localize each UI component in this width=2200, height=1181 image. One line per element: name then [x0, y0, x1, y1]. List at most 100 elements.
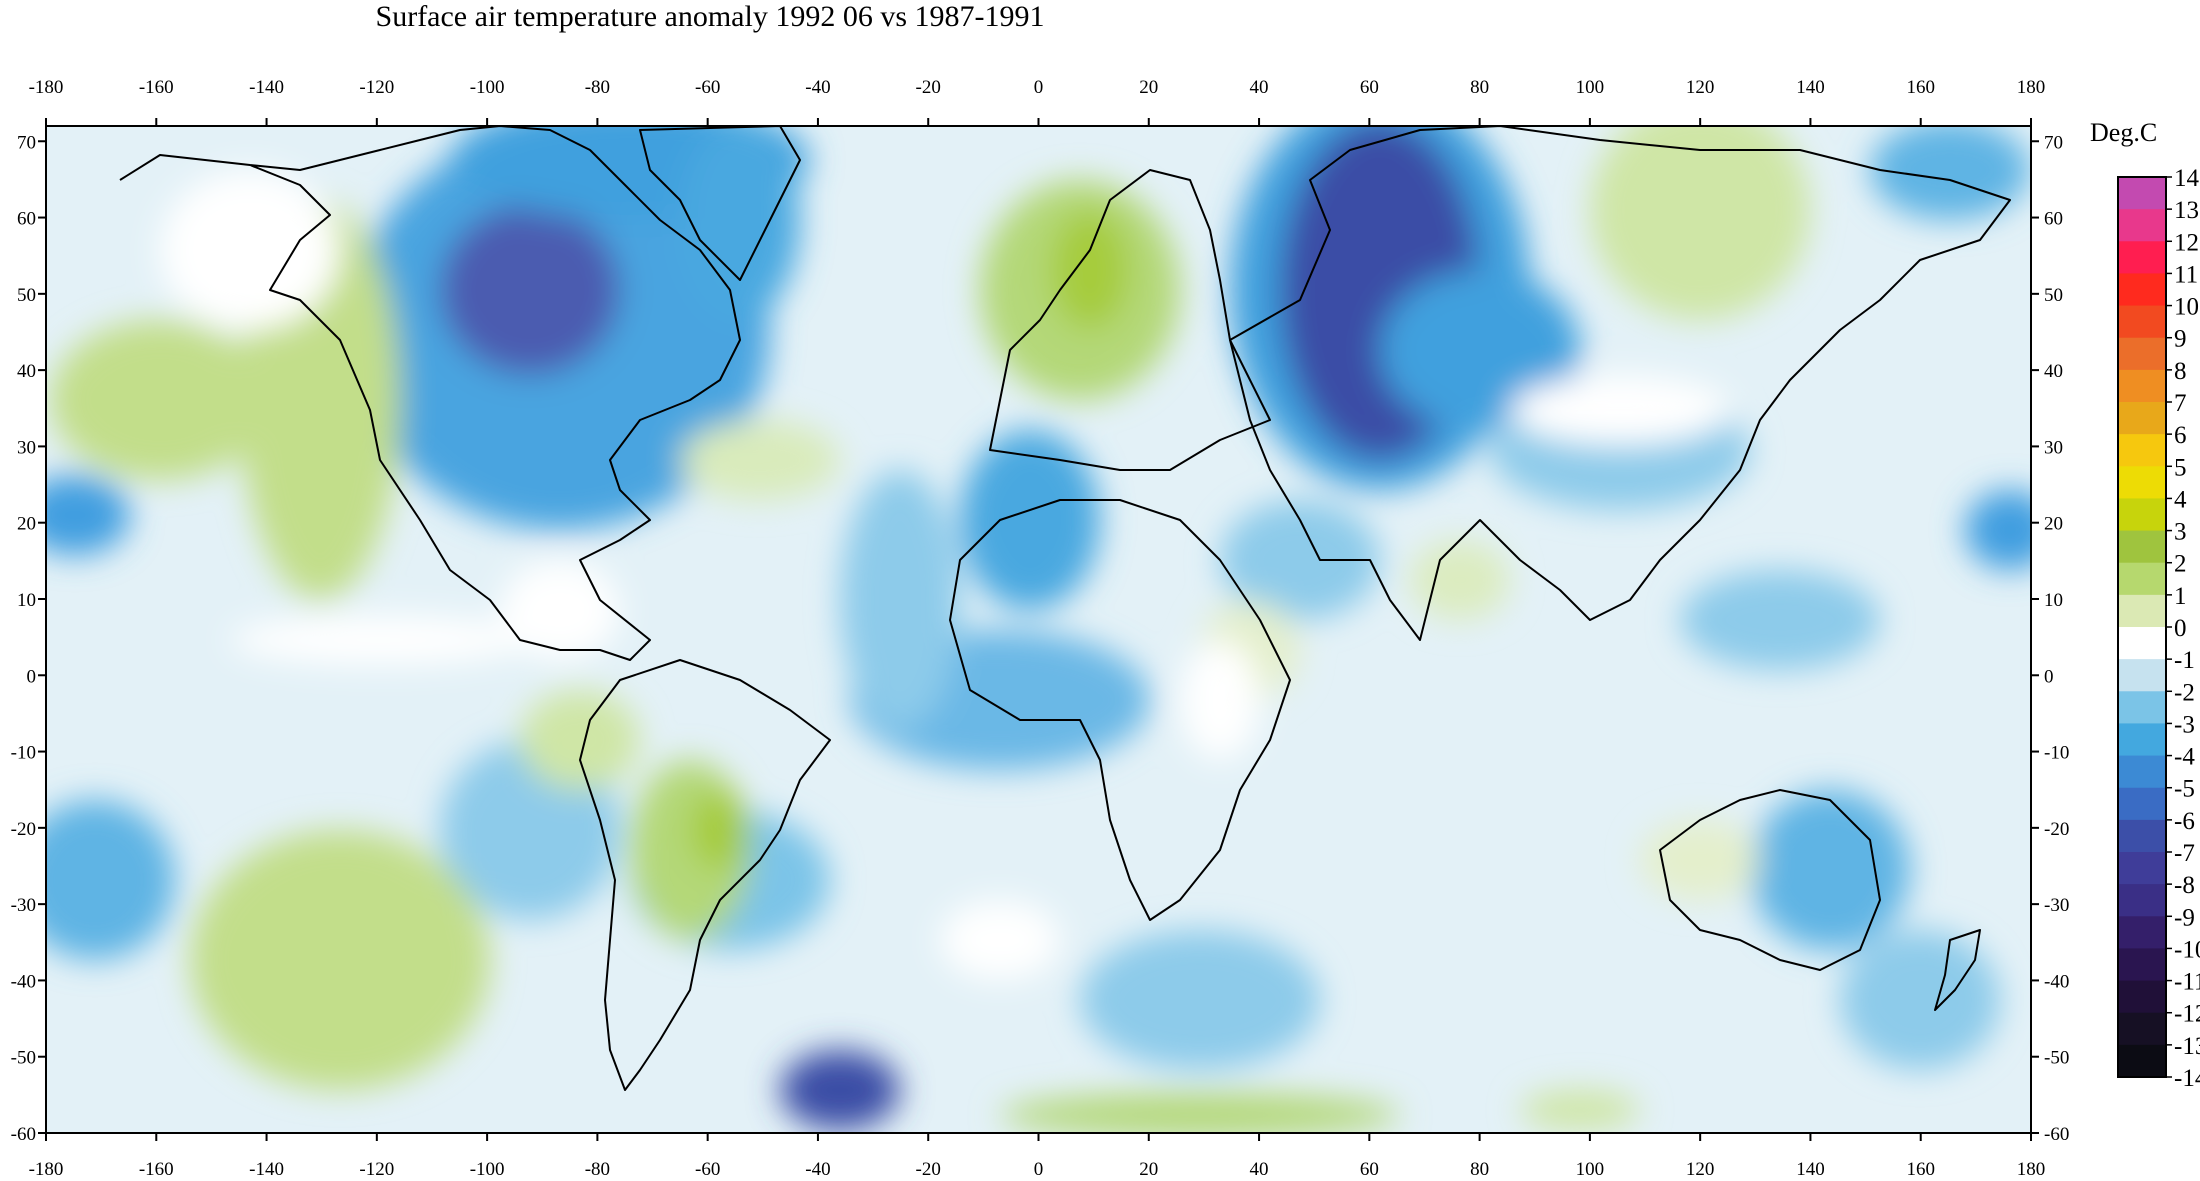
x-tick-label-top: 20 [1139, 77, 1158, 98]
y-tick-label-left: -30 [11, 895, 36, 916]
color-bar-label: 13 [2174, 197, 2199, 224]
color-bar-label: -7 [2174, 840, 2195, 867]
color-bar-label: -11 [2174, 969, 2200, 996]
color-bar-band [2118, 852, 2166, 885]
color-bar-label: 5 [2174, 454, 2187, 481]
x-tick-label-bottom: 40 [1250, 1159, 1269, 1180]
color-bar-band [2118, 273, 2166, 307]
legend-title: Deg.C [2090, 118, 2158, 147]
y-tick-label-right: 70 [2044, 132, 2063, 153]
color-bar-band [2118, 466, 2166, 500]
y-tick-label-left: -10 [11, 743, 36, 764]
x-tick-label-bottom: -160 [139, 1159, 174, 1180]
y-tick-label-left: 40 [17, 361, 36, 382]
y-tick-label-right: 20 [2044, 514, 2063, 535]
y-tick-label-right: -20 [2044, 819, 2069, 840]
color-bar-label: 7 [2174, 390, 2187, 417]
x-tick-label-top: -40 [805, 77, 830, 98]
color-bar-label: 12 [2174, 229, 2199, 256]
y-tick-label-right: 30 [2044, 437, 2063, 458]
color-bar-label: 8 [2174, 358, 2187, 385]
x-tick-label-top: 80 [1470, 77, 1489, 98]
anomaly-field [46, 126, 2031, 1133]
color-bar-label: 10 [2174, 294, 2199, 321]
color-bar-band [2118, 498, 2166, 532]
color-bar-label: 3 [2174, 519, 2187, 546]
y-tick-label-left: 30 [17, 437, 36, 458]
x-tick-label-bottom: 120 [1686, 1159, 1715, 1180]
color-bar-band [2118, 659, 2166, 692]
color-bar-band [2118, 177, 2166, 210]
y-tick-label-right: -60 [2044, 1124, 2069, 1145]
new-zealand-outline [1934, 929, 1981, 1011]
color-bar-label: -14 [2174, 1065, 2200, 1092]
x-tick-label-top: -60 [695, 77, 720, 98]
x-tick-label-top: -180 [29, 77, 64, 98]
color-bar-band [2118, 787, 2166, 821]
x-tick-label-bottom: -100 [470, 1159, 505, 1180]
color-bar-label: 0 [2174, 615, 2187, 642]
color-bar-label: 1 [2174, 583, 2187, 610]
color-bar-label: -2 [2174, 679, 2195, 706]
color-bar-band [2118, 369, 2166, 403]
y-tick-label-left: -50 [11, 1048, 36, 1069]
x-tick-label-top: 100 [1576, 77, 1605, 98]
x-tick-label-bottom: -80 [585, 1159, 610, 1180]
x-tick-label-bottom: 180 [2017, 1159, 2046, 1180]
color-bar-label: 6 [2174, 422, 2187, 449]
x-tick-label-bottom: -60 [695, 1159, 720, 1180]
europe-outline [989, 169, 1271, 471]
x-tick-label-bottom: 60 [1360, 1159, 1379, 1180]
color-bar-band [2118, 434, 2166, 467]
south-america-outline [579, 659, 831, 1091]
x-tick-label-bottom: -40 [805, 1159, 830, 1180]
x-tick-label-top: -120 [359, 77, 394, 98]
x-tick-label-bottom: 20 [1139, 1159, 1158, 1180]
x-tick-label-top: 180 [2017, 77, 2046, 98]
x-tick-label-top: 120 [1686, 77, 1715, 98]
australia-outline [1659, 789, 1881, 971]
x-tick-label-bottom: -20 [916, 1159, 941, 1180]
color-bar-label: -10 [2174, 936, 2200, 963]
x-tick-label-bottom: 160 [1906, 1159, 1935, 1180]
y-tick-label-left: 60 [17, 209, 36, 230]
y-tick-label-right: 0 [2044, 666, 2054, 687]
x-tick-label-bottom: -140 [249, 1159, 284, 1180]
x-tick-label-top: -20 [916, 77, 941, 98]
color-bar-band [2118, 627, 2166, 660]
y-tick-label-left: 10 [17, 590, 36, 611]
africa-outline [949, 499, 1291, 921]
y-tick-label-left: 20 [17, 514, 36, 535]
x-tick-label-bottom: -120 [359, 1159, 394, 1180]
color-bar-label: -4 [2174, 744, 2195, 771]
color-bar-band [2118, 594, 2166, 628]
x-tick-label-top: -80 [585, 77, 610, 98]
color-bar-label: 11 [2174, 261, 2198, 288]
color-bar-label: -3 [2174, 711, 2195, 738]
y-tick-label-left: -60 [11, 1124, 36, 1145]
color-bar-label: -6 [2174, 808, 2195, 835]
color-bar-band [2118, 723, 2166, 757]
color-bar-label: 2 [2174, 551, 2187, 578]
x-tick-label-top: 0 [1034, 77, 1044, 98]
y-tick-label-right: 10 [2044, 590, 2063, 611]
x-tick-label-top: 40 [1250, 77, 1269, 98]
color-bar-band [2118, 562, 2166, 596]
y-tick-label-left: 70 [17, 132, 36, 153]
color-bar-band [2118, 1044, 2166, 1078]
x-tick-label-top: 60 [1360, 77, 1379, 98]
y-tick-label-right: -30 [2044, 895, 2069, 916]
y-axis-left: 70 60 50 40 30 20 10 0 -10 -20 -30 -40 -50 -60 [11, 132, 46, 1145]
y-tick-label-right: 60 [2044, 209, 2063, 230]
x-tick-label-top: 160 [1906, 77, 1935, 98]
color-bar-label: -8 [2174, 872, 2195, 899]
color-bar-band [2118, 884, 2166, 917]
color-bar-label: 9 [2174, 326, 2187, 353]
color-bar-band [2118, 337, 2166, 371]
x-tick-label-bottom: 0 [1034, 1159, 1044, 1180]
x-tick-label-bottom: 100 [1576, 1159, 1605, 1180]
color-bar-label: -9 [2174, 904, 2195, 931]
color-bar-label: -13 [2174, 1033, 2200, 1060]
color-bar-band [2118, 305, 2166, 339]
x-tick-label-top: 140 [1796, 77, 1825, 98]
